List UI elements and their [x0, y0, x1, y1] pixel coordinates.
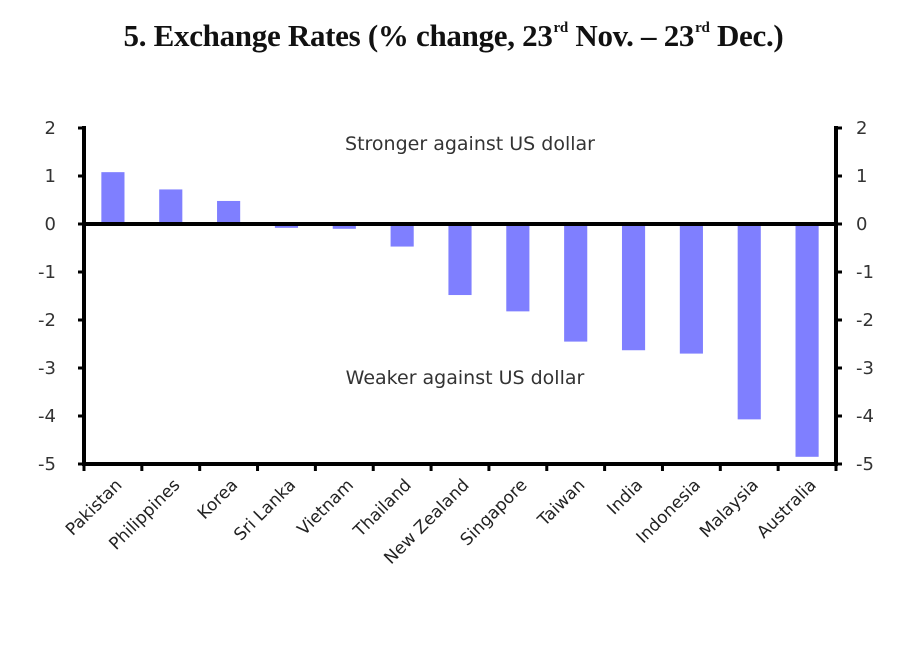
y-tick-label-left: 2: [45, 118, 56, 139]
annotation-stronger: Stronger against US dollar: [345, 133, 595, 155]
y-tick-label-right: -1: [856, 262, 874, 283]
y-tick-label-left: -5: [38, 454, 56, 475]
y-tick-label-right: 1: [856, 166, 867, 187]
bar-malaysia: [737, 224, 761, 420]
y-tick-label-right: 2: [856, 118, 867, 139]
y-tick-label-right: -3: [856, 358, 874, 379]
annotation-weaker: Weaker against US dollar: [346, 367, 585, 389]
bar-philippines: [159, 189, 183, 224]
title-text-prefix: 5. Exchange Rates (% change, 23: [123, 18, 553, 53]
x-tick-label: Australia: [753, 475, 820, 542]
y-tick-labels: 2 1 0 -1 -2 -3 -4 -5 2 1 0 -1 -2 -3 -4 -5: [38, 118, 874, 475]
bar-indonesia: [679, 224, 703, 354]
x-tick-label: Sri Lanka: [230, 475, 300, 545]
bar-vietnam: [332, 224, 356, 229]
chart-title: 5. Exchange Rates (% change, 23rd Nov. –…: [0, 18, 907, 54]
y-tick-label-right: -4: [856, 406, 874, 427]
bar-new-zealand: [448, 224, 472, 296]
y-tick-label-left: -1: [38, 262, 56, 283]
x-tick-label: Vietnam: [294, 475, 358, 539]
x-tick-label: Malaysia: [696, 475, 763, 542]
y-tick-label-right: 0: [856, 214, 867, 235]
y-tick-label-left: 1: [45, 166, 56, 187]
title-text-middle: Nov. – 23: [567, 18, 695, 53]
bar-india: [621, 224, 646, 351]
bar-korea: [217, 200, 241, 224]
y-tick-label-left: -2: [38, 310, 56, 331]
title-text-suffix: Dec.): [709, 18, 784, 53]
x-tick-label: India: [603, 475, 647, 519]
axes-group: [78, 126, 842, 471]
bar-singapore: [506, 224, 530, 312]
title-superscript-1: rd: [553, 20, 569, 36]
x-tick-label: Taiwan: [533, 475, 589, 531]
bar-thailand: [390, 224, 414, 247]
y-tick-label-right: -5: [856, 454, 874, 475]
y-tick-label-left: 0: [45, 214, 56, 235]
y-tick-label-left: -4: [38, 406, 56, 427]
x-tick-label: Korea: [194, 475, 242, 523]
bar-pakistan: [101, 172, 125, 224]
title-superscript-2: rd: [695, 20, 710, 36]
bars-group: [101, 172, 819, 457]
y-tick-label-right: -2: [856, 310, 874, 331]
bar-australia: [795, 224, 819, 457]
bar-taiwan: [564, 224, 588, 342]
y-tick-label-left: -3: [38, 358, 56, 379]
